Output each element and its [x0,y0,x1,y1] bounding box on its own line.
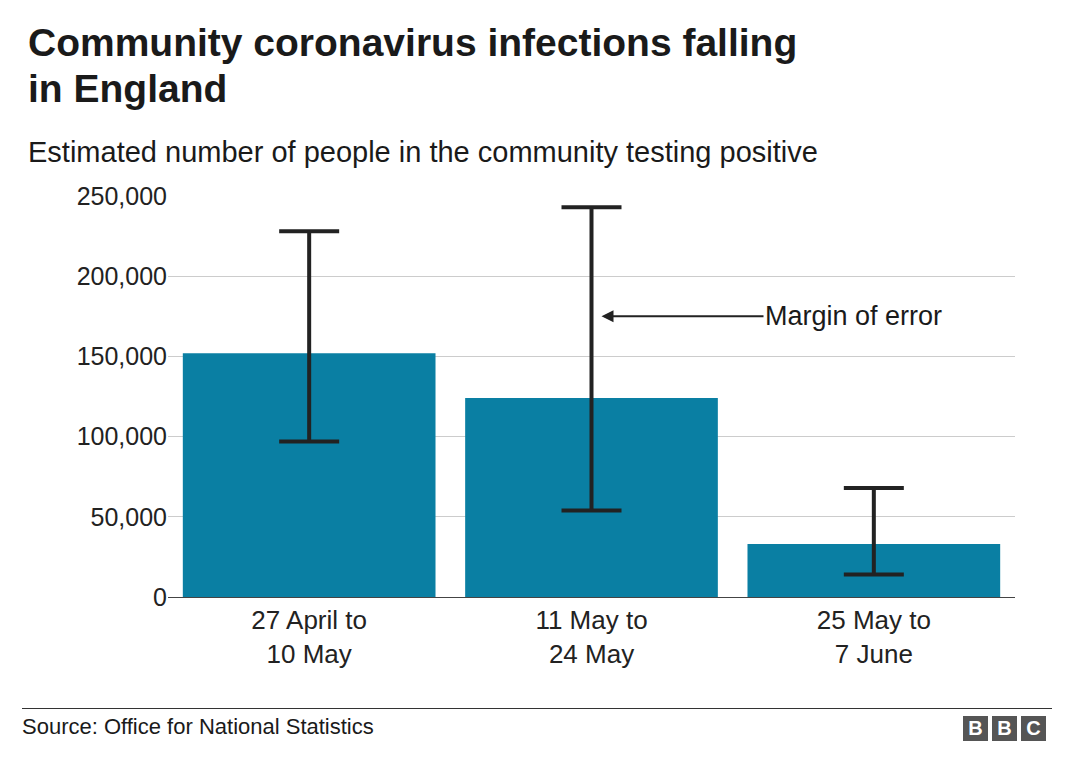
svg-text:100,000: 100,000 [77,422,167,450]
svg-text:27 April to10 May: 27 April to10 May [251,605,367,669]
svg-text:150,000: 150,000 [77,342,167,370]
html-text:C: C [1026,717,1041,739]
html-text:B: B [997,717,1012,739]
svg-text:250,000: 250,000 [77,182,167,210]
html-text:Estimated number of people in: Estimated number of people in the commun… [28,136,818,168]
svg-text:25 May to7 June: 25 May to7 June [817,605,931,669]
html-text:in England: in England [28,67,228,110]
svg-text:0: 0 [153,583,167,611]
html-text:Community coronavirus infectio: Community coronavirus infections falling [28,21,798,64]
svg-text:11 May to24 May: 11 May to24 May [535,605,647,669]
html-text:B: B [968,717,983,739]
svg-text:200,000: 200,000 [77,262,167,290]
svg-text:Margin of error: Margin of error [765,301,942,331]
html-text:Source: Office for National St: Source: Office for National Statistics [22,714,374,739]
svg-text:50,000: 50,000 [91,503,167,531]
